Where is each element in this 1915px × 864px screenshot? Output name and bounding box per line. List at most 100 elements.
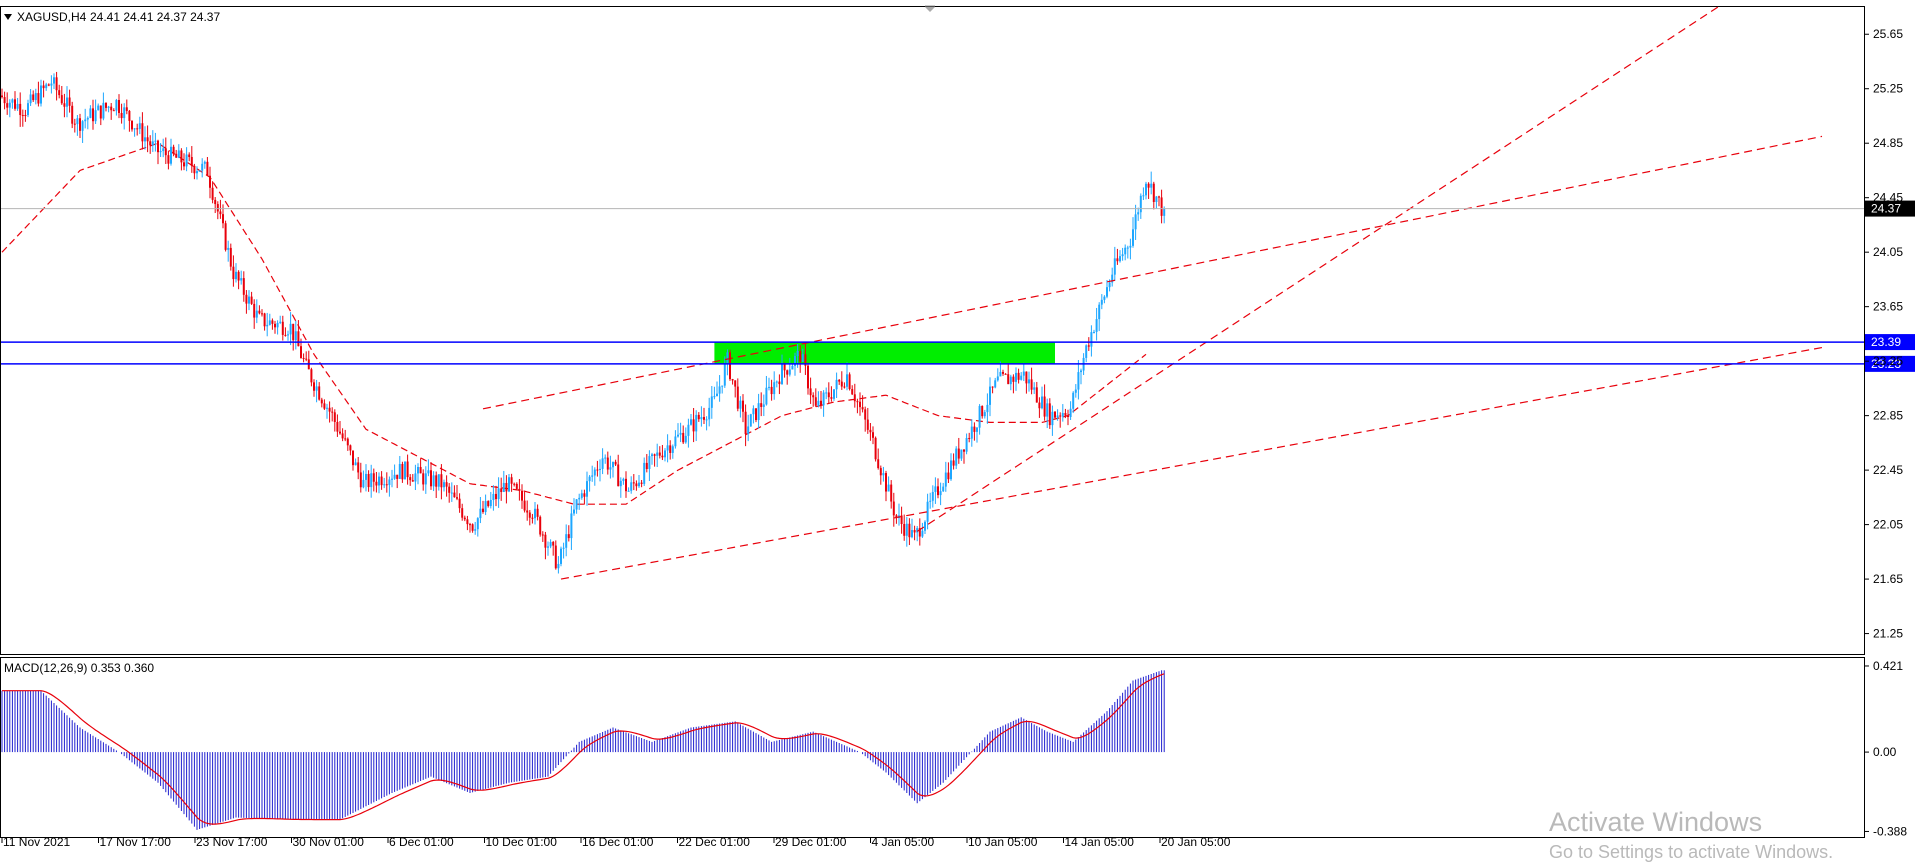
candle [1085,344,1088,363]
candle [588,475,591,492]
chart-shift-marker-icon[interactable] [925,7,935,12]
candle [666,434,669,463]
candle [752,405,755,424]
candle [240,270,243,285]
candle [783,362,786,378]
candle [34,88,37,105]
candle [1142,187,1145,200]
candle [687,418,690,448]
candle [8,99,11,118]
candle [661,444,664,461]
candle [245,290,248,314]
candle [851,385,854,396]
candle [328,401,331,423]
time-tick-label: 6 Dec 01:00 [389,835,454,849]
candle [1137,207,1140,221]
price-axis[interactable]: 25.6525.2524.8524.4524.0523.6523.2522.85… [1864,27,1903,641]
candle [53,73,55,89]
candle [318,382,321,401]
candle [157,139,159,165]
candle [16,97,19,111]
candle [456,485,458,501]
candle [1129,238,1132,260]
macd-axis[interactable]: 0.421 0.00 -0.388 [1864,659,1907,838]
candle [734,380,737,398]
candle [861,395,864,413]
candle [302,353,305,363]
candle [253,299,256,329]
supply-zone-0 [714,342,1055,364]
candle [94,99,97,125]
candle [115,98,118,116]
candle [1158,195,1160,207]
trendline-2[interactable] [916,6,1719,532]
time-tick-label: 20 Jan 05:00 [1161,835,1231,849]
candle [929,492,932,509]
candle [682,425,685,445]
candle [903,514,906,541]
candle [1145,181,1147,200]
candle [445,475,448,497]
candle [89,105,92,119]
candle [492,485,495,511]
candle [760,392,763,417]
candle [1048,398,1051,429]
candle [1035,381,1038,403]
candle [258,305,261,315]
candle [367,470,370,492]
candle [146,125,149,153]
candle [1074,384,1077,398]
candle [755,408,757,423]
candle [3,91,6,110]
candle [419,458,422,474]
candle [700,406,703,427]
candle [1041,386,1043,410]
candle [344,429,347,442]
time-axis[interactable]: 11 Nov 2021 17 Nov 17:00 23 Nov 17:00 30 No… [1,835,1231,849]
candle [1056,409,1059,421]
price-tick-label: 22.05 [1873,518,1903,532]
candle [1093,329,1095,334]
candle [814,388,817,408]
candle [528,510,531,526]
candle [648,450,651,482]
candle [609,455,612,479]
candle [508,473,510,493]
candle [950,453,952,481]
candle [671,444,674,459]
candle [271,318,274,330]
macd-signal-line [2,673,1165,825]
candle [333,409,336,432]
horizontal-levels-layer: 23.39 23.23 [1,334,1915,372]
candle [684,427,687,444]
candle [417,463,419,485]
trendline-0[interactable] [560,346,1823,580]
candle [411,474,414,482]
candle [1046,398,1049,429]
candle [336,414,339,437]
candle [144,126,146,150]
macd-tick-label: 0.00 [1873,745,1897,759]
candle [599,459,601,482]
candle [565,524,568,557]
candle [534,501,536,525]
candle [448,483,451,503]
candle [562,542,565,559]
candle [60,86,63,105]
price-tick-label: 21.25 [1873,627,1903,641]
candle [778,374,781,395]
candle [196,166,198,180]
candle [352,450,354,471]
candle [1054,410,1056,419]
candle [991,386,994,394]
level-tag-1 [1865,355,1915,372]
candle [770,379,773,401]
candle [630,476,633,494]
candle [450,482,453,502]
candle [55,71,58,101]
candle [287,330,289,341]
dropdown-triangle-icon[interactable] [4,14,12,20]
candle [596,460,599,477]
candle [107,105,110,113]
